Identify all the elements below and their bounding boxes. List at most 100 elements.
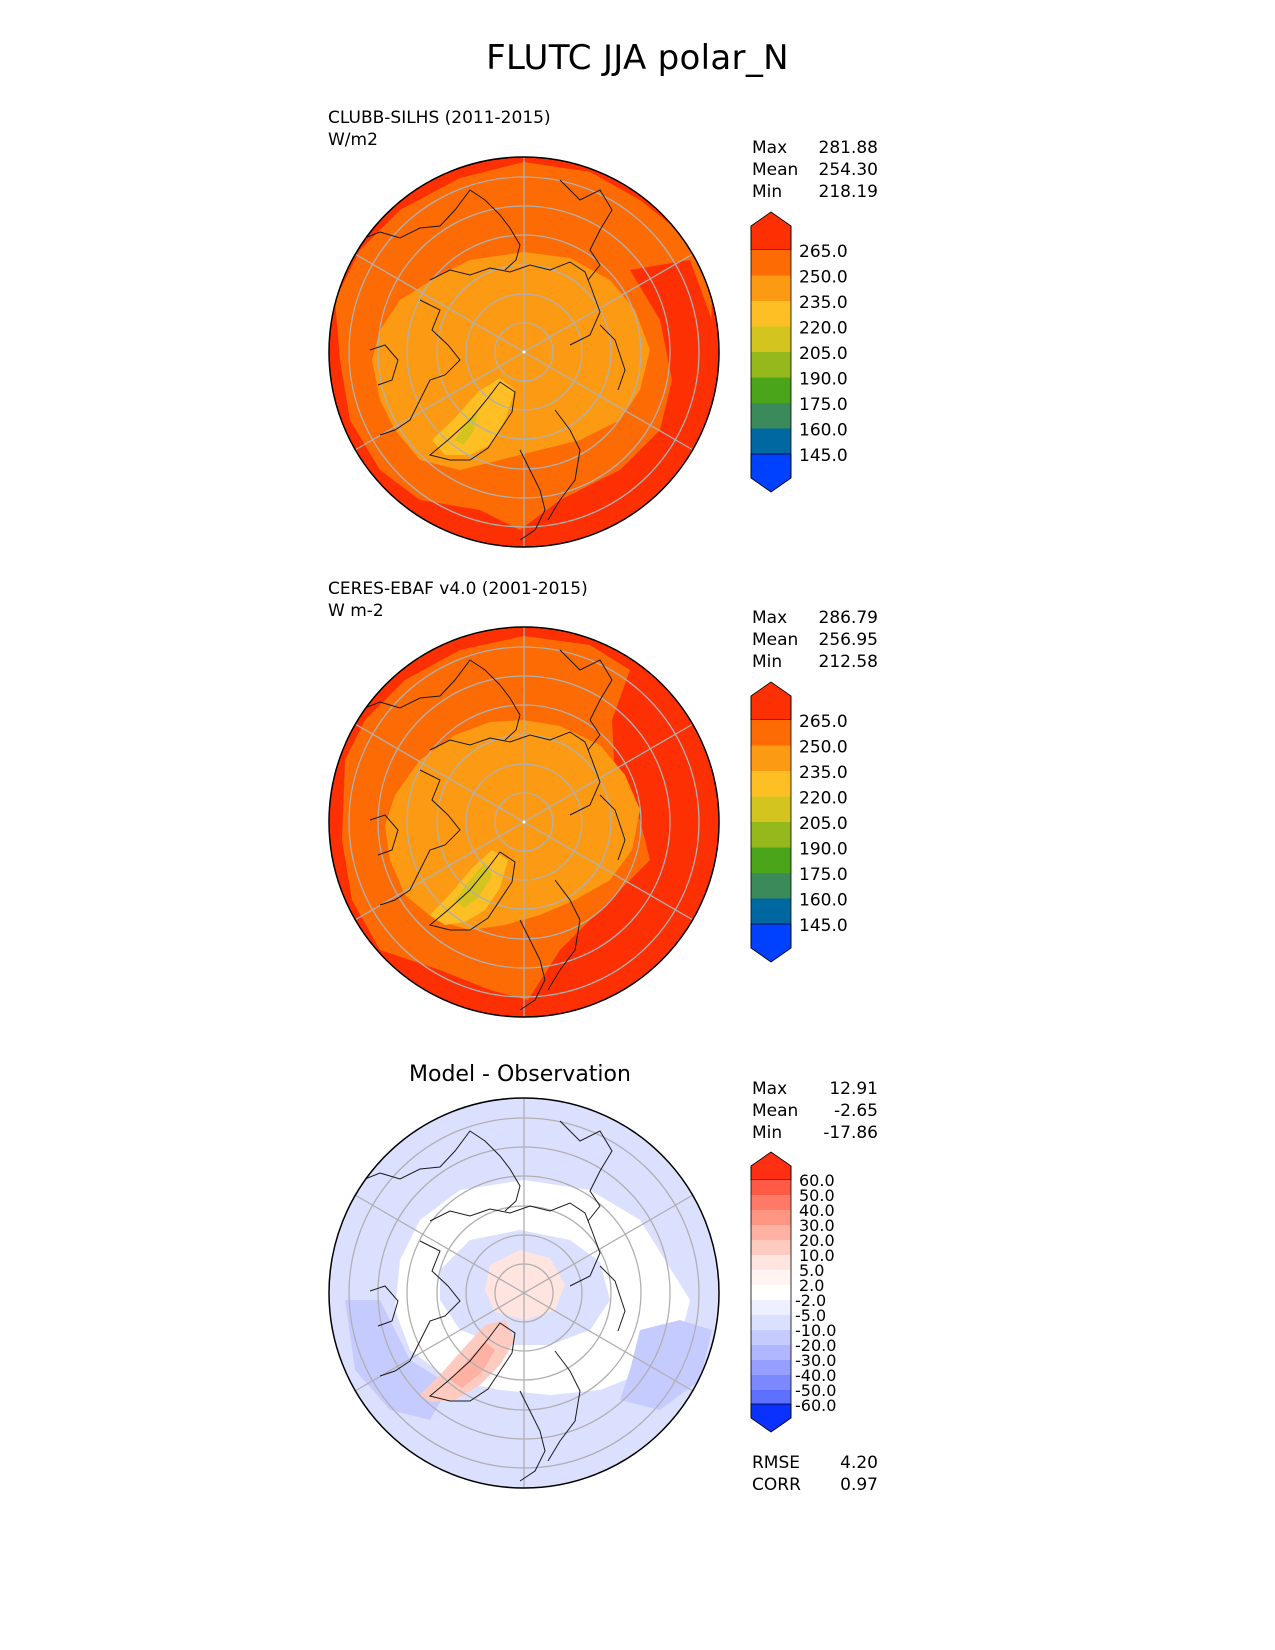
diff-stats: Max 12.91 Mean -2.65 Min -17.86 xyxy=(752,1078,878,1144)
diff-min-label: Min xyxy=(752,1123,783,1143)
diff-colorbar-tick: 10.0 xyxy=(799,1246,835,1265)
obs-colorbar-level xyxy=(751,873,791,899)
obs-polar-map xyxy=(328,626,720,1018)
obs-max-value: 286.79 xyxy=(818,608,878,628)
obs-colorbar: 265.0 250.0 235.0 220.0 205.0 190.0 175.… xyxy=(750,681,848,963)
diff-map-border xyxy=(328,1097,720,1489)
corr-label: CORR xyxy=(752,1475,801,1495)
obs-field-inner xyxy=(385,720,640,930)
obs-colorbar-level xyxy=(751,898,791,924)
model-colorbar-level xyxy=(751,250,791,276)
model-stats: Max 281.88 Mean 254.30 Min 218.19 xyxy=(752,137,878,203)
obs-colorbar-level xyxy=(751,745,791,771)
rmse-value: 4.20 xyxy=(840,1453,878,1473)
obs-min-value: 212.58 xyxy=(818,652,878,672)
obs-colorbar-tick: 265.0 xyxy=(799,712,848,732)
diff-colorbar-level xyxy=(751,1195,791,1210)
diff-panel-title: Model - Observation xyxy=(409,1062,631,1087)
diff-colorbar-level xyxy=(751,1345,791,1360)
obs-mean-value: 256.95 xyxy=(818,630,878,650)
diff-colorbar-tick: 60.0 xyxy=(799,1171,835,1190)
diff-field-pole-warm xyxy=(485,1250,565,1320)
diff-field-blue-band-east xyxy=(620,1320,712,1410)
model-field-greenland-core xyxy=(455,412,478,445)
diff-field-blue-band xyxy=(345,1300,450,1420)
model-colorbar-tick: 265.0 xyxy=(799,242,848,262)
obs-pole-marker xyxy=(522,820,526,824)
obs-colorbar-tick: 145.0 xyxy=(799,916,848,936)
diff-colorbar-level xyxy=(751,1255,791,1270)
model-min-value: 218.19 xyxy=(818,182,878,202)
diff-colorbar-min-arrow xyxy=(750,1403,792,1433)
obs-colorbar-tick: 235.0 xyxy=(799,763,848,783)
model-colorbar-level xyxy=(751,428,791,454)
diff-colorbar-tick: -40.0 xyxy=(795,1366,836,1385)
diff-field-greenland-warm-core xyxy=(450,1342,495,1388)
obs-colorbar-level xyxy=(751,847,791,873)
obs-dataset-label: CERES-EBAF v4.0 (2001-2015) xyxy=(328,579,588,599)
obs-colorbar-level xyxy=(751,720,791,746)
diff-mean-value: -2.65 xyxy=(834,1101,878,1121)
diff-colorbar-max-arrow xyxy=(750,1151,792,1181)
obs-colorbar-tick: 175.0 xyxy=(799,865,848,885)
obs-colorbar-tick: 190.0 xyxy=(799,840,848,860)
diff-colorbar-tick: 50.0 xyxy=(799,1186,835,1205)
model-max-label: Max xyxy=(752,138,788,158)
obs-colorbar-level xyxy=(751,771,791,797)
model-coastlines xyxy=(359,179,626,541)
diff-colorbar-level xyxy=(751,1270,791,1285)
diff-colorbar-level xyxy=(751,1390,791,1404)
diff-colorbar-tick: 20.0 xyxy=(799,1231,835,1250)
model-polar-map xyxy=(328,156,720,548)
diff-metrics: RMSE 4.20 CORR 0.97 xyxy=(752,1452,878,1496)
diff-coastlines xyxy=(359,1120,626,1482)
model-mean-value: 254.30 xyxy=(818,160,878,180)
model-field-inner xyxy=(372,252,650,470)
diff-colorbar-tick: 2.0 xyxy=(799,1276,824,1295)
diff-colorbar-tick: 5.0 xyxy=(799,1261,824,1280)
diff-max-label: Max xyxy=(752,1079,788,1099)
model-panel-label: CLUBB-SILHS (2011-2015) W/m2 xyxy=(328,107,551,151)
diff-colorbar-tick: -20.0 xyxy=(795,1336,836,1355)
model-colorbar-tick: 160.0 xyxy=(799,421,848,441)
diff-colorbar-tick: -50.0 xyxy=(795,1381,836,1400)
model-dataset-label: CLUBB-SILHS (2011-2015) xyxy=(328,108,551,128)
model-colorbar-tick: 235.0 xyxy=(799,293,848,313)
obs-colorbar-tick: 220.0 xyxy=(799,789,848,809)
obs-panel-label: CERES-EBAF v4.0 (2001-2015) W m-2 xyxy=(328,578,588,622)
model-colorbar-tick: 220.0 xyxy=(799,319,848,339)
rmse-label: RMSE xyxy=(752,1453,801,1473)
diff-colorbar-level xyxy=(751,1375,791,1390)
obs-colorbar-tick: 250.0 xyxy=(799,738,848,758)
diff-colorbar-tick: -10.0 xyxy=(795,1321,836,1340)
obs-colorbar-level xyxy=(751,796,791,822)
diff-colorbar-tick: -5.0 xyxy=(795,1306,826,1325)
model-map-border xyxy=(328,156,720,548)
figure-title: FLUTC JJA polar_N xyxy=(486,38,789,78)
model-max-value: 281.88 xyxy=(818,138,878,158)
model-min-label: Min xyxy=(752,182,783,202)
model-colorbar-tick: 250.0 xyxy=(799,268,848,288)
obs-colorbar-level xyxy=(751,822,791,848)
diff-colorbar-tick: -60.0 xyxy=(795,1396,836,1415)
diff-colorbar-level xyxy=(751,1210,791,1225)
diff-min-value: -17.86 xyxy=(823,1123,878,1143)
diff-colorbar-level xyxy=(751,1285,791,1300)
diff-colorbar-level xyxy=(751,1240,791,1255)
diff-colorbar-tick: -2.0 xyxy=(795,1291,826,1310)
diff-colorbar-tick: 30.0 xyxy=(799,1216,835,1235)
model-colorbar-level xyxy=(751,301,791,327)
model-colorbar-level xyxy=(751,326,791,352)
model-colorbar-tick: 175.0 xyxy=(799,395,848,415)
model-colorbar-level xyxy=(751,403,791,429)
model-colorbar-level xyxy=(751,377,791,403)
model-units-label: W/m2 xyxy=(328,130,378,150)
obs-stats: Max 286.79 Mean 256.95 Min 212.58 xyxy=(752,607,878,673)
diff-max-value: 12.91 xyxy=(829,1079,878,1099)
obs-max-label: Max xyxy=(752,608,788,628)
diff-colorbar-tick: 40.0 xyxy=(799,1201,835,1220)
model-colorbar-tick: 145.0 xyxy=(799,446,848,466)
diff-graticule xyxy=(348,1098,700,1488)
model-mean-label: Mean xyxy=(752,160,799,180)
diff-colorbar: 60.0 50.0 40.0 30.0 20.0 10.0 5.0 2.0 -2… xyxy=(750,1151,836,1433)
